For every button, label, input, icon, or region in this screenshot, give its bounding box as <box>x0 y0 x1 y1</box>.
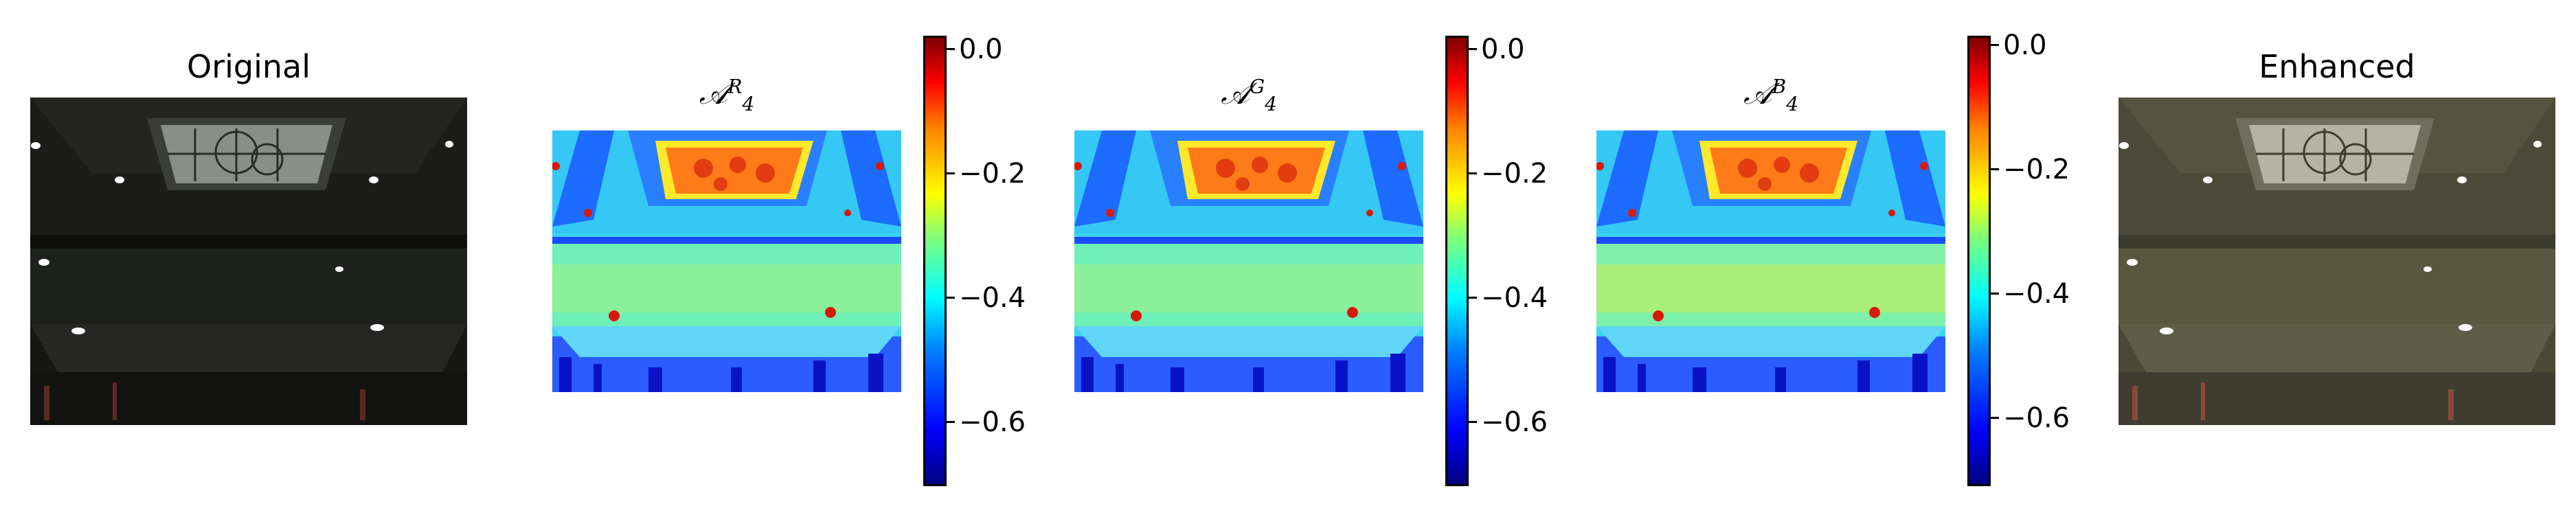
colorbar-b-tick-label: −0.4 <box>2003 278 2070 310</box>
map-g-heatmap <box>1074 130 1423 392</box>
colorbar-r-tick-label: −0.6 <box>959 407 1026 438</box>
colorbar-g-tick-label: −0.4 <box>1481 282 1548 314</box>
colorbar-r-tick-label: −0.2 <box>959 158 1026 190</box>
colorbar-b-tick-label: 0.0 <box>2003 30 2047 61</box>
map-r-title: 𝒜R4 <box>699 75 755 115</box>
colorbar-g-tick-label: 0.0 <box>1481 34 1525 65</box>
original-image <box>30 98 467 425</box>
map-r-heatmap <box>552 130 901 392</box>
colorbar-g-tick-label: −0.6 <box>1481 407 1548 438</box>
enhanced-title: Enhanced <box>2259 48 2415 85</box>
colorbar-b <box>1967 36 1991 486</box>
map-g-title: 𝒜G4 <box>1221 75 1277 115</box>
colorbar-r-tick-label: −0.4 <box>959 282 1026 314</box>
map-b-title: 𝒜B4 <box>1743 75 1799 115</box>
colorbar-r-tick-label: 0.0 <box>959 34 1003 65</box>
colorbar-b-tick-label: −0.6 <box>2003 402 2070 434</box>
colorbar-g <box>1445 36 1469 486</box>
colorbar-b-tick-label: −0.2 <box>2003 154 2070 185</box>
colorbar-r <box>923 36 947 486</box>
colorbar-g-tick-label: −0.2 <box>1481 158 1548 190</box>
map-b-heatmap <box>1596 130 1945 392</box>
original-title: Original <box>186 48 310 85</box>
enhanced-image <box>2119 98 2555 425</box>
